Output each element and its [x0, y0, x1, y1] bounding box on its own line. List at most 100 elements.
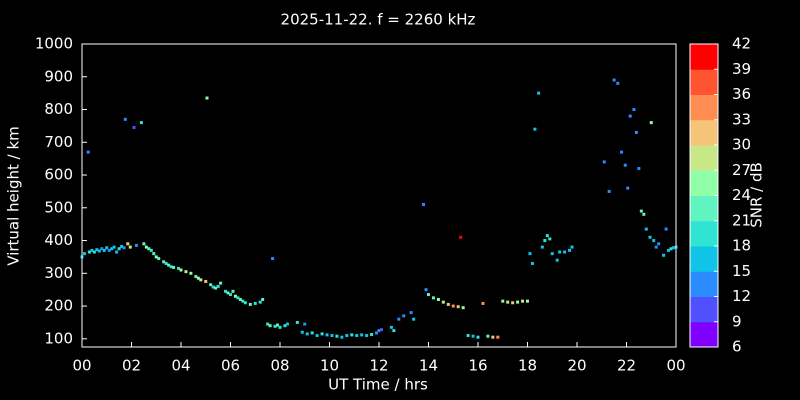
colorbar-band [690, 271, 718, 297]
data-point [634, 130, 638, 134]
data-point [117, 247, 121, 251]
data-point [126, 242, 130, 246]
data-point [90, 248, 94, 252]
data-point [664, 227, 668, 231]
data-point [516, 300, 520, 304]
colorbar-tick-label: 21 [732, 211, 751, 229]
data-point [271, 257, 275, 261]
data-point [100, 247, 104, 251]
data-point [238, 298, 242, 302]
colorbar-band [690, 145, 718, 171]
data-point [132, 126, 136, 130]
data-point [214, 286, 218, 290]
colorbar-tick-label: 9 [732, 312, 742, 330]
data-point [672, 246, 676, 250]
data-point [637, 166, 641, 170]
data-point [412, 317, 416, 321]
colorbar-tick-label: 39 [732, 60, 751, 78]
data-point [224, 289, 228, 293]
data-point [233, 294, 237, 298]
data-point [115, 250, 119, 254]
y-tick-label: 700 [44, 133, 73, 151]
y-tick-label: 600 [44, 166, 73, 184]
data-point [558, 250, 562, 254]
data-point [162, 260, 166, 264]
data-point [122, 246, 126, 250]
data-point [521, 299, 525, 303]
colorbar-tick-label: 24 [732, 186, 751, 204]
data-point [628, 114, 632, 118]
data-point [642, 212, 646, 216]
data-point [409, 311, 413, 315]
data-point [154, 255, 158, 259]
data-point [543, 239, 547, 243]
data-point [236, 296, 240, 300]
data-point [105, 246, 109, 250]
data-point [253, 301, 257, 305]
data-point [300, 330, 304, 334]
data-point [662, 253, 666, 257]
data-point [652, 239, 656, 243]
data-point [310, 331, 314, 335]
chart-title: 2025-11-22. f = 2260 kHz [281, 11, 476, 29]
data-point [355, 334, 359, 338]
data-point [491, 335, 495, 339]
data-point [370, 333, 374, 337]
y-tick-label: 400 [44, 231, 73, 249]
data-point [345, 334, 349, 338]
data-point [276, 323, 280, 327]
data-point [644, 227, 648, 231]
y-tick-label: 300 [44, 264, 73, 282]
colorbar-tick-label: 33 [732, 110, 751, 128]
colorbar-band [690, 220, 718, 247]
data-point [340, 335, 344, 339]
data-point [87, 250, 91, 254]
y-axis-label: Virtual height / km [5, 126, 23, 265]
data-point [226, 291, 230, 295]
data-point [128, 245, 132, 249]
data-point [533, 127, 537, 131]
x-axis-label: UT Time / hrs [328, 376, 428, 394]
data-point [667, 248, 671, 252]
colorbar-band [690, 246, 718, 272]
data-point [563, 250, 567, 254]
data-point [461, 306, 465, 310]
data-point [626, 186, 630, 190]
data-point [375, 331, 379, 335]
x-tick-label: 06 [221, 357, 240, 375]
data-point [528, 252, 532, 256]
data-point [360, 333, 364, 337]
colorbar-tick-label: 6 [732, 338, 742, 356]
y-tick-label: 500 [44, 198, 73, 216]
colorbar-band [690, 321, 718, 348]
data-point [446, 302, 450, 306]
data-point [82, 252, 86, 256]
data-point [229, 293, 232, 297]
data-point [365, 334, 369, 338]
data-point [315, 334, 319, 338]
colorbar-label: SNR / dB [748, 162, 766, 228]
data-point [123, 117, 127, 121]
data-point [530, 261, 534, 265]
data-point [231, 289, 235, 293]
data-point [639, 209, 643, 213]
data-point [147, 247, 151, 251]
colorbar-band [690, 170, 718, 196]
data-point [441, 300, 445, 304]
data-point [110, 247, 114, 251]
data-point [424, 288, 428, 292]
data-point [278, 325, 282, 329]
data-point [164, 261, 168, 265]
data-point [204, 279, 208, 283]
data-point [620, 150, 624, 154]
data-point [205, 96, 209, 100]
data-point [157, 257, 161, 261]
x-tick-label: 14 [419, 357, 438, 375]
colorbar-tick-label: 30 [732, 136, 751, 154]
data-point [616, 81, 620, 85]
data-point [179, 268, 183, 272]
x-tick-label: 18 [518, 357, 537, 375]
data-point [112, 245, 116, 249]
data-point [377, 329, 381, 333]
x-tick-label: 04 [171, 357, 190, 375]
